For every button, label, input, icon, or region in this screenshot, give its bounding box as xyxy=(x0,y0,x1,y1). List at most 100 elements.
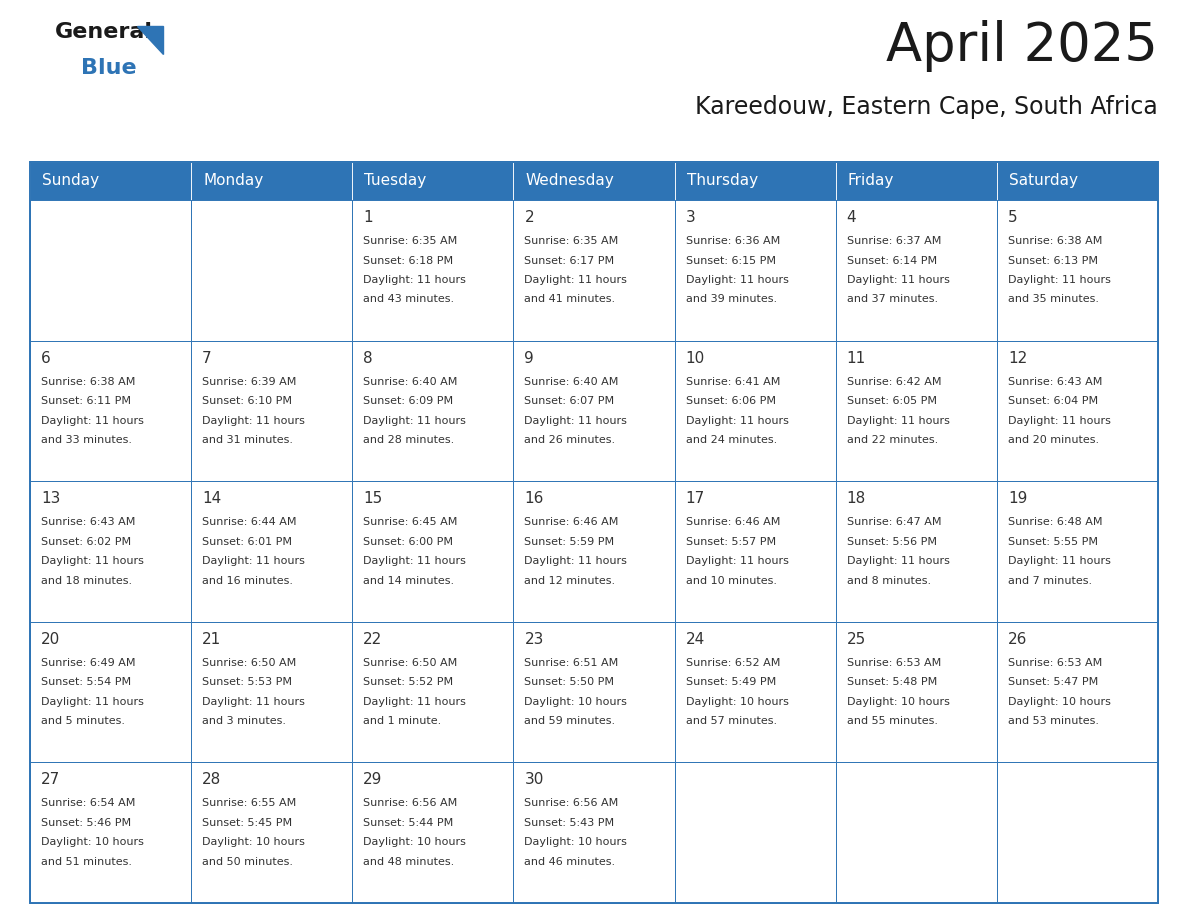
Text: and 1 minute.: and 1 minute. xyxy=(364,716,442,726)
Text: Sunrise: 6:53 AM: Sunrise: 6:53 AM xyxy=(847,658,941,667)
Text: Sunrise: 6:35 AM: Sunrise: 6:35 AM xyxy=(364,236,457,246)
Text: Sunset: 6:01 PM: Sunset: 6:01 PM xyxy=(202,537,292,547)
Text: and 35 minutes.: and 35 minutes. xyxy=(1007,295,1099,305)
Text: Sunset: 6:10 PM: Sunset: 6:10 PM xyxy=(202,396,292,406)
Bar xyxy=(675,200,835,341)
Text: and 37 minutes.: and 37 minutes. xyxy=(847,295,937,305)
Bar xyxy=(191,481,353,621)
Text: Sunrise: 6:51 AM: Sunrise: 6:51 AM xyxy=(524,658,619,667)
Polygon shape xyxy=(137,26,163,54)
Text: and 28 minutes.: and 28 minutes. xyxy=(364,435,455,445)
Text: 25: 25 xyxy=(847,632,866,647)
Text: Sunrise: 6:46 AM: Sunrise: 6:46 AM xyxy=(524,517,619,527)
Text: Sunrise: 6:39 AM: Sunrise: 6:39 AM xyxy=(202,376,297,386)
Text: 19: 19 xyxy=(1007,491,1028,506)
Text: 16: 16 xyxy=(524,491,544,506)
Text: Daylight: 11 hours: Daylight: 11 hours xyxy=(685,275,789,285)
Text: Sunrise: 6:54 AM: Sunrise: 6:54 AM xyxy=(42,799,135,809)
Text: Daylight: 10 hours: Daylight: 10 hours xyxy=(202,837,305,847)
Text: Daylight: 11 hours: Daylight: 11 hours xyxy=(1007,416,1111,426)
Bar xyxy=(353,481,513,621)
Text: 11: 11 xyxy=(847,351,866,365)
Bar xyxy=(513,341,675,481)
Bar xyxy=(191,763,353,903)
Text: and 39 minutes.: and 39 minutes. xyxy=(685,295,777,305)
Text: and 46 minutes.: and 46 minutes. xyxy=(524,856,615,867)
Text: Sunrise: 6:56 AM: Sunrise: 6:56 AM xyxy=(524,799,619,809)
Bar xyxy=(191,621,353,763)
Text: Sunrise: 6:45 AM: Sunrise: 6:45 AM xyxy=(364,517,457,527)
Text: Daylight: 10 hours: Daylight: 10 hours xyxy=(524,697,627,707)
Text: 27: 27 xyxy=(42,772,61,788)
Text: Daylight: 10 hours: Daylight: 10 hours xyxy=(685,697,789,707)
Text: Sunset: 6:05 PM: Sunset: 6:05 PM xyxy=(847,396,936,406)
Text: and 8 minutes.: and 8 minutes. xyxy=(847,576,931,586)
Bar xyxy=(675,481,835,621)
Text: Sunset: 6:09 PM: Sunset: 6:09 PM xyxy=(364,396,454,406)
Text: Sunset: 6:11 PM: Sunset: 6:11 PM xyxy=(42,396,131,406)
Text: Sunrise: 6:48 AM: Sunrise: 6:48 AM xyxy=(1007,517,1102,527)
Text: Sunrise: 6:49 AM: Sunrise: 6:49 AM xyxy=(42,658,135,667)
Bar xyxy=(835,621,997,763)
Text: and 31 minutes.: and 31 minutes. xyxy=(202,435,293,445)
Text: Sunrise: 6:43 AM: Sunrise: 6:43 AM xyxy=(42,517,135,527)
Text: Daylight: 11 hours: Daylight: 11 hours xyxy=(364,556,466,566)
Text: Daylight: 11 hours: Daylight: 11 hours xyxy=(202,556,305,566)
Text: Daylight: 11 hours: Daylight: 11 hours xyxy=(847,275,949,285)
Text: Daylight: 11 hours: Daylight: 11 hours xyxy=(364,697,466,707)
Bar xyxy=(997,162,1158,200)
Text: General: General xyxy=(55,22,153,42)
Text: Daylight: 11 hours: Daylight: 11 hours xyxy=(847,416,949,426)
Text: 22: 22 xyxy=(364,632,383,647)
Bar xyxy=(353,200,513,341)
Bar xyxy=(835,162,997,200)
Text: and 14 minutes.: and 14 minutes. xyxy=(364,576,455,586)
Text: Sunset: 6:14 PM: Sunset: 6:14 PM xyxy=(847,255,937,265)
Text: Sunset: 5:47 PM: Sunset: 5:47 PM xyxy=(1007,677,1098,688)
Bar xyxy=(675,341,835,481)
Text: Daylight: 10 hours: Daylight: 10 hours xyxy=(847,697,949,707)
Bar xyxy=(835,481,997,621)
Bar xyxy=(997,763,1158,903)
Text: Sunset: 6:13 PM: Sunset: 6:13 PM xyxy=(1007,255,1098,265)
Text: 13: 13 xyxy=(42,491,61,506)
Text: 29: 29 xyxy=(364,772,383,788)
Text: and 26 minutes.: and 26 minutes. xyxy=(524,435,615,445)
Bar xyxy=(835,763,997,903)
Text: Sunrise: 6:40 AM: Sunrise: 6:40 AM xyxy=(524,376,619,386)
Text: and 50 minutes.: and 50 minutes. xyxy=(202,856,293,867)
Text: 24: 24 xyxy=(685,632,704,647)
Bar xyxy=(513,621,675,763)
Text: and 43 minutes.: and 43 minutes. xyxy=(364,295,455,305)
Text: 14: 14 xyxy=(202,491,221,506)
Text: Sunset: 5:44 PM: Sunset: 5:44 PM xyxy=(364,818,454,828)
Text: Sunset: 6:18 PM: Sunset: 6:18 PM xyxy=(364,255,454,265)
Text: Tuesday: Tuesday xyxy=(365,174,426,188)
Text: Friday: Friday xyxy=(848,174,895,188)
Text: Sunrise: 6:38 AM: Sunrise: 6:38 AM xyxy=(1007,236,1102,246)
Text: Sunrise: 6:40 AM: Sunrise: 6:40 AM xyxy=(364,376,457,386)
Text: Sunrise: 6:35 AM: Sunrise: 6:35 AM xyxy=(524,236,619,246)
Text: Sunset: 5:45 PM: Sunset: 5:45 PM xyxy=(202,818,292,828)
Text: and 20 minutes.: and 20 minutes. xyxy=(1007,435,1099,445)
Text: 21: 21 xyxy=(202,632,221,647)
Text: Daylight: 11 hours: Daylight: 11 hours xyxy=(42,697,144,707)
Text: Sunset: 5:59 PM: Sunset: 5:59 PM xyxy=(524,537,614,547)
Bar xyxy=(675,763,835,903)
Text: Daylight: 10 hours: Daylight: 10 hours xyxy=(1007,697,1111,707)
Text: and 18 minutes.: and 18 minutes. xyxy=(42,576,132,586)
Text: Sunset: 5:43 PM: Sunset: 5:43 PM xyxy=(524,818,614,828)
Bar xyxy=(30,621,191,763)
Text: 5: 5 xyxy=(1007,210,1017,225)
Text: Daylight: 11 hours: Daylight: 11 hours xyxy=(202,416,305,426)
Text: Daylight: 11 hours: Daylight: 11 hours xyxy=(364,275,466,285)
Bar xyxy=(835,341,997,481)
Bar xyxy=(30,481,191,621)
Text: and 10 minutes.: and 10 minutes. xyxy=(685,576,777,586)
Text: Daylight: 10 hours: Daylight: 10 hours xyxy=(42,837,144,847)
Text: 2: 2 xyxy=(524,210,535,225)
Text: Daylight: 11 hours: Daylight: 11 hours xyxy=(685,556,789,566)
Text: Daylight: 11 hours: Daylight: 11 hours xyxy=(364,416,466,426)
Text: and 12 minutes.: and 12 minutes. xyxy=(524,576,615,586)
Text: 18: 18 xyxy=(847,491,866,506)
